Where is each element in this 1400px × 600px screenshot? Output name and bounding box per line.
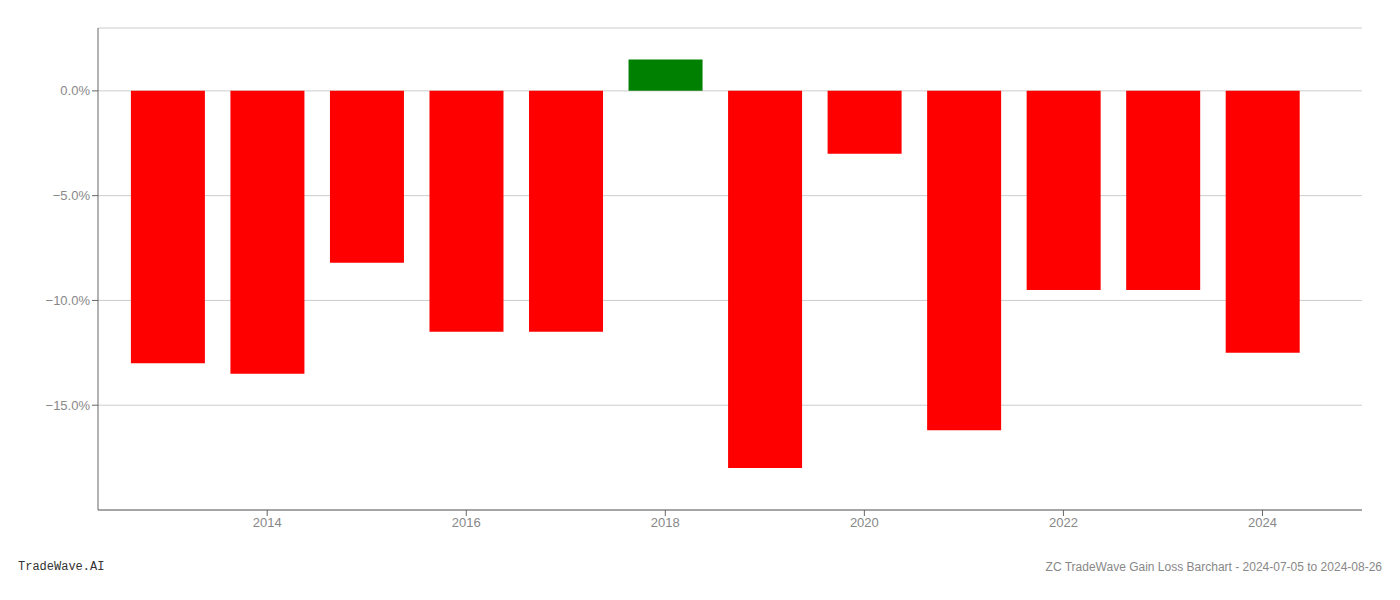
svg-text:0.0%: 0.0% [60,83,90,98]
svg-text:2024: 2024 [1248,515,1277,530]
html-text:ZC TradeWave Gain Loss Barchar: ZC TradeWave Gain Loss Barchart - 2024-0… [1045,560,1382,574]
svg-text:2020: 2020 [850,515,879,530]
svg-text:−5.0%: −5.0% [53,188,91,203]
svg-text:−15.0%: −15.0% [46,398,91,413]
svg-text:2014: 2014 [253,515,282,530]
svg-text:2022: 2022 [1049,515,1078,530]
svg-text:2018: 2018 [651,515,680,530]
svg-text:2016: 2016 [452,515,481,530]
html-text:TradeWave.AI: TradeWave.AI [18,560,105,574]
svg-text:−10.0%: −10.0% [46,293,91,308]
